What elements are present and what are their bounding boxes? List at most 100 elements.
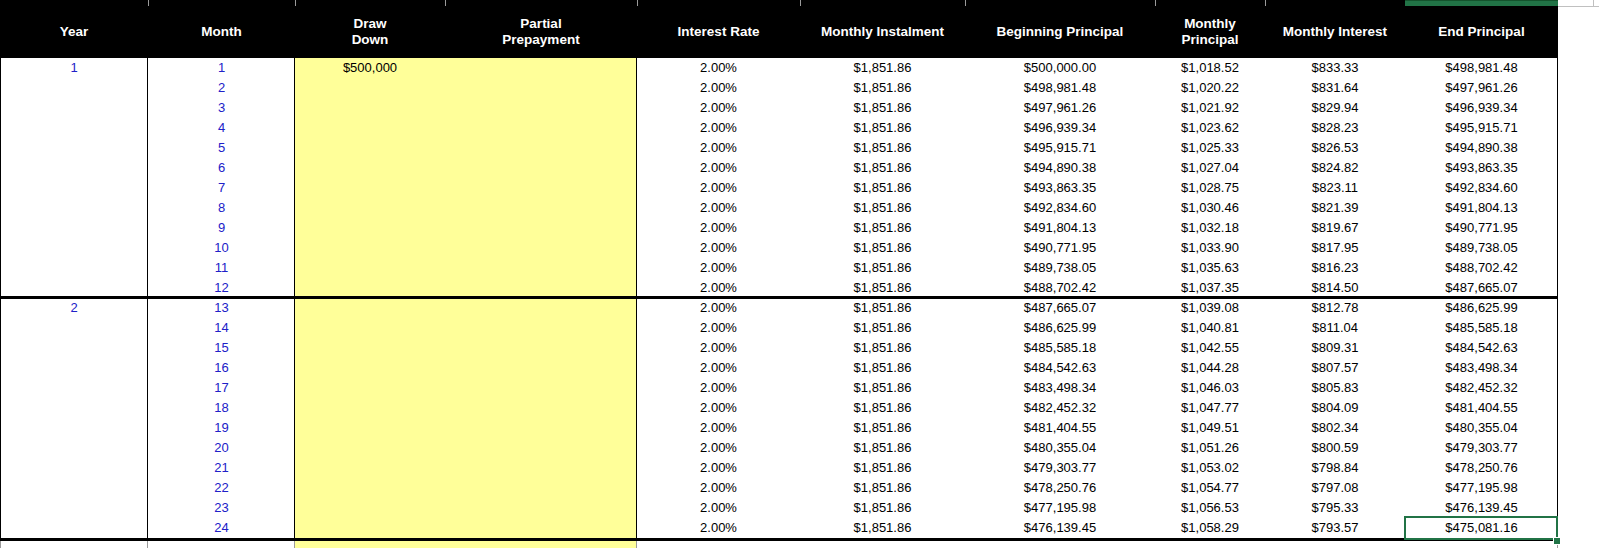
cell-monthly-instalment[interactable]: $1,851.86: [800, 278, 965, 298]
cell-partial-prepayment[interactable]: [445, 458, 637, 478]
cell-partial-prepayment[interactable]: [445, 178, 637, 198]
cell-beginning-principal[interactable]: $482,452.32: [965, 398, 1155, 418]
cell-monthly-principal[interactable]: $1,018.52: [1155, 58, 1265, 78]
cell-monthly-instalment[interactable]: $1,851.86: [800, 458, 965, 478]
cell-interest-rate[interactable]: 2.00%: [637, 518, 800, 538]
cell-monthly-interest[interactable]: $809.31: [1265, 338, 1405, 358]
cell-interest-rate[interactable]: 2.00%: [637, 158, 800, 178]
cell-month[interactable]: 23: [148, 498, 295, 518]
cell-interest-rate[interactable]: 2.00%: [637, 78, 800, 98]
cell-month[interactable]: 2: [148, 78, 295, 98]
cell-beginning-principal[interactable]: $476,139.45: [965, 518, 1155, 538]
cell-partial-prepayment[interactable]: [445, 158, 637, 178]
column-header-draw-down[interactable]: Draw Down: [295, 16, 445, 48]
cell-interest-rate[interactable]: 2.00%: [637, 458, 800, 478]
cell-year[interactable]: [0, 198, 148, 218]
cell-end-principal[interactable]: $486,625.99: [1405, 298, 1558, 318]
cell-month[interactable]: 13: [148, 298, 295, 318]
cell-monthly-principal[interactable]: $1,040.81: [1155, 318, 1265, 338]
column-header-beginning-principal[interactable]: Beginning Principal: [965, 24, 1155, 40]
cell-year[interactable]: [0, 238, 148, 258]
cell-draw-down[interactable]: [295, 158, 445, 178]
cell-monthly-interest[interactable]: $804.09: [1265, 398, 1405, 418]
cell-interest-rate[interactable]: 2.00%: [637, 218, 800, 238]
cell-monthly-interest[interactable]: $793.57: [1265, 518, 1405, 538]
cell-beginning-principal[interactable]: $487,665.07: [965, 298, 1155, 318]
cell-end-principal[interactable]: $482,452.32: [1405, 378, 1558, 398]
cell-draw-down[interactable]: [295, 438, 445, 458]
cell-draw-down[interactable]: [295, 318, 445, 338]
cell-monthly-interest[interactable]: $833.33: [1265, 58, 1405, 78]
cell-draw-down[interactable]: [295, 218, 445, 238]
cell-interest-rate[interactable]: 2.00%: [637, 398, 800, 418]
cell-month[interactable]: 14: [148, 318, 295, 338]
cell-monthly-instalment[interactable]: $1,851.86: [800, 98, 965, 118]
cell-end-principal[interactable]: $490,771.95: [1405, 218, 1558, 238]
cell-month[interactable]: 22: [148, 478, 295, 498]
cell-partial-prepayment[interactable]: [445, 258, 637, 278]
cell-end-principal[interactable]: $477,195.98: [1405, 478, 1558, 498]
cell-year[interactable]: [0, 478, 148, 498]
cell-month[interactable]: 8: [148, 198, 295, 218]
cell-monthly-instalment[interactable]: $1,851.86: [800, 378, 965, 398]
cell-draw-down[interactable]: [295, 338, 445, 358]
cell-monthly-interest[interactable]: $814.50: [1265, 278, 1405, 298]
cell-beginning-principal[interactable]: $486,625.99: [965, 318, 1155, 338]
cell-draw-down[interactable]: [295, 398, 445, 418]
cell-partial-prepayment[interactable]: [445, 278, 637, 298]
cell-draw-down[interactable]: [295, 238, 445, 258]
cell-month[interactable]: 9: [148, 218, 295, 238]
cell-interest-rate[interactable]: 2.00%: [637, 198, 800, 218]
cell-beginning-principal[interactable]: $477,195.98: [965, 498, 1155, 518]
cell-end-principal[interactable]: $480,355.04: [1405, 418, 1558, 438]
cell-monthly-instalment[interactable]: $1,851.86: [800, 318, 965, 338]
cell-monthly-principal[interactable]: $1,039.08: [1155, 298, 1265, 318]
cell-monthly-principal[interactable]: $1,027.04: [1155, 158, 1265, 178]
cell-partial-prepayment[interactable]: [445, 378, 637, 398]
cell-monthly-interest[interactable]: $821.39: [1265, 198, 1405, 218]
cell-end-principal[interactable]: $492,834.60: [1405, 178, 1558, 198]
cell-monthly-instalment[interactable]: $1,851.86: [800, 398, 965, 418]
cell-interest-rate[interactable]: 2.00%: [637, 278, 800, 298]
cell-beginning-principal[interactable]: $483,498.34: [965, 378, 1155, 398]
cell-monthly-principal[interactable]: $1,032.18: [1155, 218, 1265, 238]
cell-monthly-instalment[interactable]: $1,851.86: [800, 118, 965, 138]
cell-monthly-principal[interactable]: $1,051.26: [1155, 438, 1265, 458]
cell-partial-prepayment[interactable]: [445, 338, 637, 358]
cell-year[interactable]: [0, 178, 148, 198]
cell-year[interactable]: [0, 358, 148, 378]
cell-month[interactable]: 15: [148, 338, 295, 358]
column-header-interest-rate[interactable]: Interest Rate: [637, 24, 800, 40]
cell-partial-prepayment[interactable]: [445, 298, 637, 318]
cell-beginning-principal[interactable]: $495,915.71: [965, 138, 1155, 158]
cell-interest-rate[interactable]: 2.00%: [637, 418, 800, 438]
cell-partial-prepayment[interactable]: [445, 138, 637, 158]
fill-handle[interactable]: [1553, 537, 1561, 545]
cell-interest-rate[interactable]: 2.00%: [637, 318, 800, 338]
cell-year[interactable]: [0, 518, 148, 538]
cell-end-principal[interactable]: $485,585.18: [1405, 318, 1558, 338]
cell-month[interactable]: 7: [148, 178, 295, 198]
cell-draw-down[interactable]: [295, 138, 445, 158]
cell-monthly-instalment[interactable]: $1,851.86: [800, 158, 965, 178]
cell-year[interactable]: [0, 458, 148, 478]
cell-monthly-principal[interactable]: $1,035.63: [1155, 258, 1265, 278]
cell-monthly-interest[interactable]: $797.08: [1265, 478, 1405, 498]
cell-monthly-interest[interactable]: $829.94: [1265, 98, 1405, 118]
cell-monthly-principal[interactable]: $1,058.29: [1155, 518, 1265, 538]
cell-end-principal[interactable]: $488,702.42: [1405, 258, 1558, 278]
cell-partial-prepayment[interactable]: [445, 98, 637, 118]
cell-monthly-interest[interactable]: $807.57: [1265, 358, 1405, 378]
cell-beginning-principal[interactable]: $490,771.95: [965, 238, 1155, 258]
cell-draw-down[interactable]: [295, 418, 445, 438]
cell-monthly-interest[interactable]: $795.33: [1265, 498, 1405, 518]
cell-beginning-principal[interactable]: $480,355.04: [965, 438, 1155, 458]
cell-beginning-principal[interactable]: $493,863.35: [965, 178, 1155, 198]
cell-monthly-instalment[interactable]: $1,851.86: [800, 78, 965, 98]
cell-monthly-principal[interactable]: $1,021.92: [1155, 98, 1265, 118]
cell-monthly-instalment[interactable]: $1,851.86: [800, 178, 965, 198]
cell-interest-rate[interactable]: 2.00%: [637, 98, 800, 118]
cell-end-principal[interactable]: $487,665.07: [1405, 278, 1558, 298]
cell-draw-down[interactable]: [295, 478, 445, 498]
cell-interest-rate[interactable]: 2.00%: [637, 478, 800, 498]
